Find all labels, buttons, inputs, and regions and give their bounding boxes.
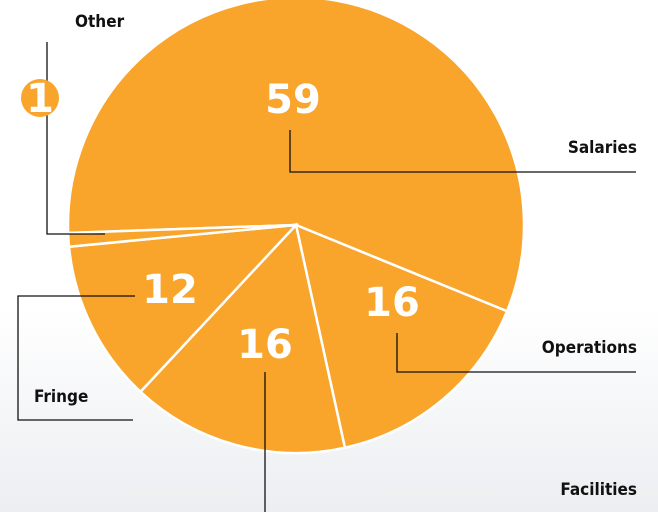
- category-label: Operations: [542, 338, 637, 358]
- category-label: Facilities: [560, 480, 637, 500]
- pie: [66, 0, 526, 455]
- slice: [67, 223, 300, 394]
- value-label: 12: [142, 267, 198, 313]
- slice: [66, 0, 526, 313]
- slice: [138, 222, 347, 455]
- category-label: Salaries: [568, 138, 637, 158]
- slice: [294, 222, 509, 450]
- value-label: 16: [364, 280, 420, 326]
- leader-line: [396, 333, 636, 373]
- labels: 59 Salaries 16 Operations 16 Facilities 12 Frin…: [26, 12, 637, 500]
- value-label: 16: [237, 322, 293, 368]
- badge: [21, 79, 59, 117]
- value-label: 1: [26, 76, 54, 122]
- category-label: Fringe: [34, 387, 88, 407]
- slice: [66, 223, 297, 249]
- leader-line: [289, 130, 636, 173]
- value-label: 59: [265, 77, 321, 123]
- leader-line: [17, 295, 135, 421]
- category-label: Other: [75, 12, 125, 32]
